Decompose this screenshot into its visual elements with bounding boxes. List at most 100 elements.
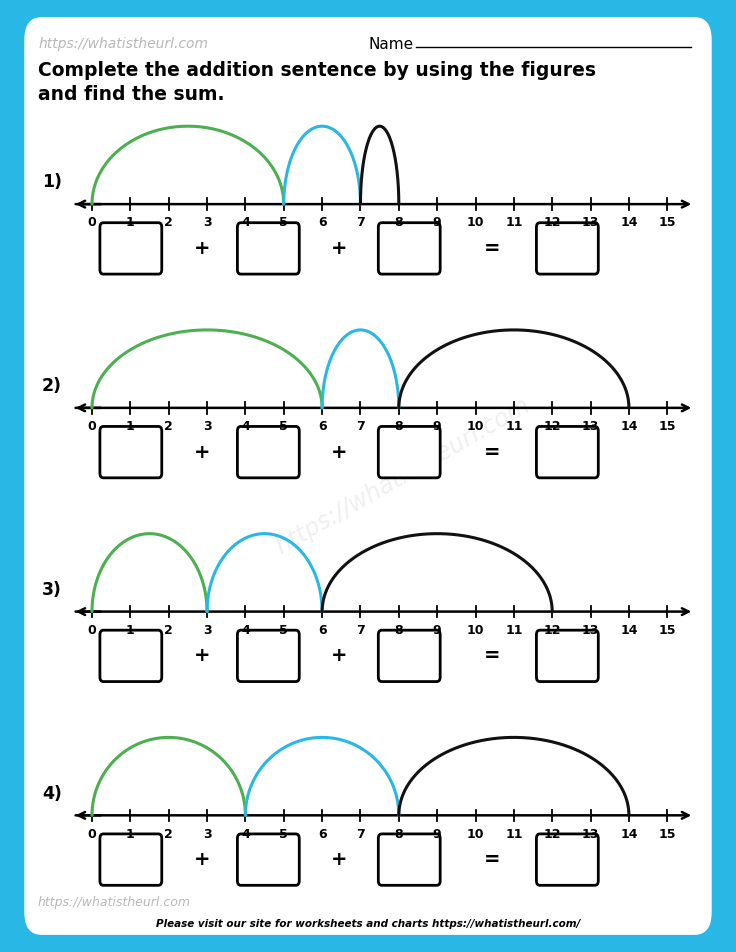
Text: 12: 12 — [543, 216, 561, 229]
FancyBboxPatch shape — [537, 426, 598, 478]
Text: 13: 13 — [582, 216, 599, 229]
Text: +: + — [194, 850, 210, 869]
Text: https://whatistheurl.com: https://whatistheurl.com — [271, 393, 534, 559]
Text: 8: 8 — [394, 216, 403, 229]
Text: 14: 14 — [620, 827, 637, 841]
Text: 8: 8 — [394, 827, 403, 841]
FancyBboxPatch shape — [24, 17, 712, 935]
Text: +: + — [331, 850, 347, 869]
Text: 15: 15 — [659, 827, 676, 841]
Text: 13: 13 — [582, 827, 599, 841]
Text: 8: 8 — [394, 420, 403, 433]
Text: 0: 0 — [88, 420, 96, 433]
Text: 15: 15 — [659, 420, 676, 433]
Text: 7: 7 — [356, 624, 365, 637]
Text: 4: 4 — [241, 624, 250, 637]
Text: 9: 9 — [433, 827, 442, 841]
Text: 4: 4 — [241, 420, 250, 433]
Text: 1: 1 — [126, 827, 135, 841]
FancyBboxPatch shape — [378, 834, 440, 885]
Text: 6: 6 — [318, 624, 326, 637]
Text: 5: 5 — [280, 624, 288, 637]
FancyBboxPatch shape — [100, 630, 162, 682]
Text: +: + — [331, 443, 347, 462]
Text: 11: 11 — [505, 827, 523, 841]
Text: +: + — [194, 443, 210, 462]
Text: 3: 3 — [202, 420, 211, 433]
FancyBboxPatch shape — [537, 223, 598, 274]
Text: 14: 14 — [620, 216, 637, 229]
FancyBboxPatch shape — [378, 223, 440, 274]
Text: 12: 12 — [543, 624, 561, 637]
Text: 5: 5 — [280, 216, 288, 229]
Text: 4): 4) — [42, 784, 62, 803]
Text: 1: 1 — [126, 420, 135, 433]
Text: =: = — [484, 850, 500, 869]
Text: 2: 2 — [164, 624, 173, 637]
Text: 1: 1 — [126, 624, 135, 637]
Text: 12: 12 — [543, 827, 561, 841]
FancyBboxPatch shape — [378, 630, 440, 682]
Text: 15: 15 — [659, 624, 676, 637]
Text: 14: 14 — [620, 420, 637, 433]
Text: 2: 2 — [164, 216, 173, 229]
Text: +: + — [331, 239, 347, 258]
Text: 12: 12 — [543, 420, 561, 433]
Text: 2: 2 — [164, 420, 173, 433]
Text: https://whatistheurl.com: https://whatistheurl.com — [38, 896, 191, 909]
Text: 11: 11 — [505, 216, 523, 229]
Text: 15: 15 — [659, 216, 676, 229]
FancyBboxPatch shape — [238, 834, 300, 885]
Text: 1: 1 — [126, 216, 135, 229]
Text: =: = — [484, 646, 500, 665]
Text: 13: 13 — [582, 420, 599, 433]
Text: 10: 10 — [467, 624, 484, 637]
Text: 4: 4 — [241, 216, 250, 229]
Text: 6: 6 — [318, 420, 326, 433]
Text: 3: 3 — [202, 624, 211, 637]
Text: 9: 9 — [433, 420, 442, 433]
FancyBboxPatch shape — [537, 834, 598, 885]
Text: 10: 10 — [467, 827, 484, 841]
Text: 3: 3 — [202, 216, 211, 229]
Text: 0: 0 — [88, 624, 96, 637]
Text: 1): 1) — [42, 173, 62, 191]
FancyBboxPatch shape — [100, 834, 162, 885]
Text: 11: 11 — [505, 624, 523, 637]
Text: 2: 2 — [164, 827, 173, 841]
Text: 5: 5 — [280, 827, 288, 841]
FancyBboxPatch shape — [238, 426, 300, 478]
Text: and find the sum.: and find the sum. — [38, 85, 224, 104]
Text: 7: 7 — [356, 216, 365, 229]
Text: 10: 10 — [467, 420, 484, 433]
Text: +: + — [194, 239, 210, 258]
Text: =: = — [484, 239, 500, 258]
Text: 0: 0 — [88, 827, 96, 841]
Text: Please visit our site for worksheets and charts https://whatistheurl.com/: Please visit our site for worksheets and… — [156, 920, 580, 929]
FancyBboxPatch shape — [238, 223, 300, 274]
FancyBboxPatch shape — [238, 630, 300, 682]
Text: 13: 13 — [582, 624, 599, 637]
Text: 3: 3 — [202, 827, 211, 841]
Text: 6: 6 — [318, 216, 326, 229]
FancyBboxPatch shape — [100, 426, 162, 478]
Text: Complete the addition sentence by using the figures: Complete the addition sentence by using … — [38, 61, 596, 80]
Text: 7: 7 — [356, 827, 365, 841]
Text: 11: 11 — [505, 420, 523, 433]
Text: 3): 3) — [42, 581, 62, 599]
Text: 2): 2) — [42, 377, 62, 395]
Text: 6: 6 — [318, 827, 326, 841]
Text: Name: Name — [368, 37, 413, 52]
Text: +: + — [194, 646, 210, 665]
Text: =: = — [484, 443, 500, 462]
Text: 7: 7 — [356, 420, 365, 433]
Text: 9: 9 — [433, 216, 442, 229]
Text: 5: 5 — [280, 420, 288, 433]
Text: 4: 4 — [241, 827, 250, 841]
FancyBboxPatch shape — [378, 426, 440, 478]
Text: 14: 14 — [620, 624, 637, 637]
Text: 8: 8 — [394, 624, 403, 637]
Text: +: + — [331, 646, 347, 665]
Text: 0: 0 — [88, 216, 96, 229]
Text: 9: 9 — [433, 624, 442, 637]
